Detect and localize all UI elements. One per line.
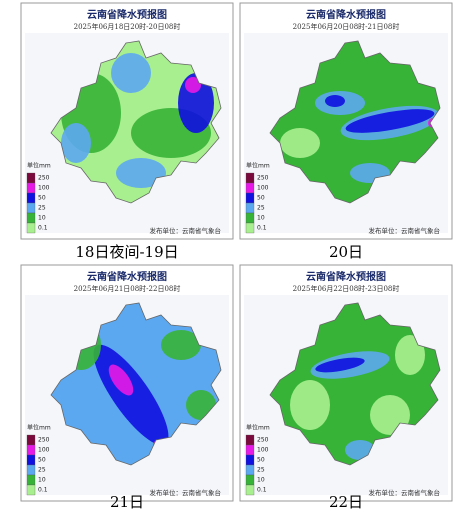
legend-swatch [26, 212, 36, 224]
legend-label: 100 [257, 447, 269, 454]
panel-caption: 22日 [329, 493, 363, 511]
rain-area [61, 123, 91, 163]
legend-swatch [26, 192, 36, 204]
legend-label: 100 [257, 185, 269, 192]
legend-swatch [245, 182, 255, 194]
rain-area [280, 128, 320, 158]
panel-caption: 20日 [329, 243, 363, 261]
legend-swatch [245, 484, 255, 496]
legend-label: 250 [38, 437, 50, 444]
legend-swatch [26, 474, 36, 486]
legend-swatch [245, 474, 255, 486]
panel-subtitle: 2025年06月22日08时-23日08时 [293, 284, 400, 293]
legend-label: 50 [257, 195, 265, 202]
legend-swatch [26, 484, 36, 496]
legend-label: 0.1 [38, 487, 48, 494]
legend-label: 25 [257, 205, 265, 212]
publisher: 发布单位：云南省气象台 [150, 488, 222, 497]
legend-label: 10 [38, 477, 46, 484]
panel-subtitle: 2025年06月18日20时-20日08时 [74, 22, 181, 31]
legend-unit: 单位mm [27, 424, 51, 432]
publisher: 发布单位：云南省气象台 [369, 488, 441, 497]
legend-swatch [26, 182, 36, 194]
legend-label: 25 [38, 205, 46, 212]
publisher: 发布单位：云南省气象台 [150, 226, 222, 235]
legend-swatch [26, 464, 36, 476]
legend-swatch [245, 202, 255, 214]
legend-swatch [245, 464, 255, 476]
rain-area [315, 357, 365, 373]
province-border [269, 302, 441, 466]
legend-swatch [26, 454, 36, 466]
rain-area [395, 335, 425, 375]
legend-label: 50 [38, 195, 46, 202]
legend-label: 10 [257, 477, 265, 484]
legend-swatch [245, 444, 255, 456]
rain-area [345, 109, 435, 133]
publisher: 发布单位：云南省气象台 [369, 226, 441, 235]
legend-label: 25 [38, 467, 46, 474]
legend-swatch [245, 454, 255, 466]
panel-caption: 18日夜间-19日 [75, 243, 178, 261]
legend-label: 250 [38, 175, 50, 182]
legend-label: 0.1 [257, 225, 267, 232]
legend-swatch [26, 434, 36, 446]
legend-swatch [245, 172, 255, 184]
legend-swatch [26, 444, 36, 456]
panel-subtitle: 2025年06月20日08时-21日08时 [293, 22, 400, 31]
legend-swatch [245, 212, 255, 224]
legend-swatch [245, 434, 255, 446]
province-border [269, 40, 441, 204]
rain-area [161, 330, 201, 360]
legend-label: 0.1 [257, 487, 267, 494]
panel-title: 云南省降水预报图 [87, 8, 167, 21]
legend-swatch [245, 222, 255, 234]
legend-swatch [26, 202, 36, 214]
rain-area [290, 380, 330, 430]
rain-area [185, 77, 201, 93]
legend-label: 250 [257, 437, 269, 444]
province-border [50, 302, 222, 466]
legend-label: 0.1 [38, 225, 48, 232]
legend-unit: 单位mm [27, 162, 51, 170]
province-border [50, 40, 222, 204]
legend-label: 50 [257, 457, 265, 464]
legend-label: 100 [38, 447, 50, 454]
legend-label: 250 [257, 175, 269, 182]
legend-swatch [26, 222, 36, 234]
legend-label: 25 [257, 467, 265, 474]
legend-unit: 单位mm [246, 162, 270, 170]
legend-label: 50 [38, 457, 46, 464]
rain-area [108, 364, 134, 396]
panel-caption: 21日 [110, 493, 144, 511]
legend-label: 10 [257, 215, 265, 222]
legend-swatch [245, 192, 255, 204]
legend-swatch [26, 172, 36, 184]
legend-unit: 单位mm [246, 424, 270, 432]
legend-label: 10 [38, 215, 46, 222]
rain-area [116, 158, 166, 188]
panel-subtitle: 2025年06月21日08时-22日08时 [74, 284, 181, 293]
panel-title: 云南省降水预报图 [87, 270, 167, 283]
legend-label: 100 [38, 185, 50, 192]
panel-title: 云南省降水预报图 [306, 270, 386, 283]
rain-area [325, 95, 345, 107]
panel-title: 云南省降水预报图 [306, 8, 386, 21]
rain-area [111, 53, 151, 93]
